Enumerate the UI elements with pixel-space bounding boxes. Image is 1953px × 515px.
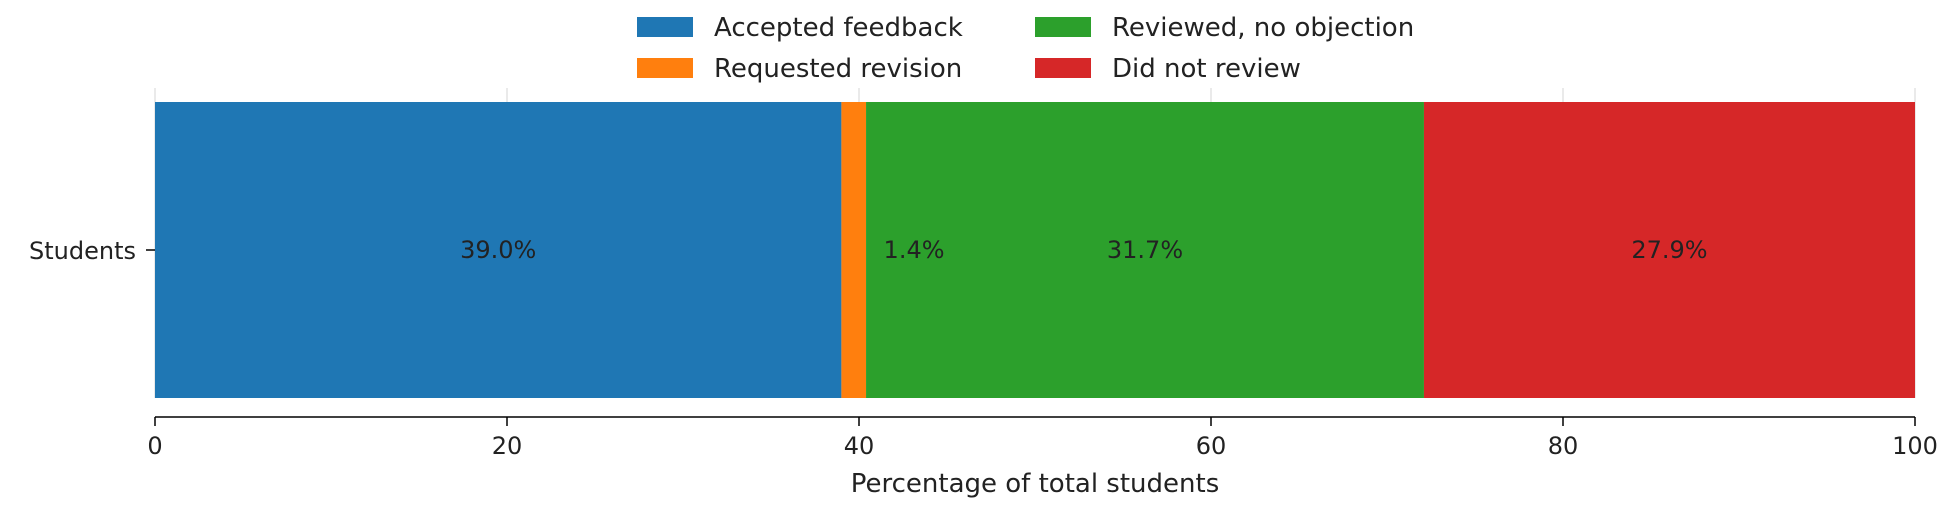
x-tick-label-100: 100 bbox=[1892, 432, 1938, 460]
x-axis-label: Percentage of total students bbox=[851, 469, 1220, 499]
legend-label-2: Requested revision bbox=[714, 54, 962, 84]
y-tick-label-1: Students bbox=[29, 237, 136, 265]
legend-swatch-2 bbox=[637, 58, 693, 78]
bar-segment-2 bbox=[841, 102, 867, 398]
bar-segment-4 bbox=[1423, 102, 1915, 398]
legend-swatch-3 bbox=[1035, 17, 1091, 37]
legend-swatch-4 bbox=[1035, 58, 1091, 78]
data-labels: 39.0% 1.4% 31.7% 27.9% bbox=[460, 236, 1708, 264]
bar-segment-1 bbox=[155, 102, 842, 398]
x-tick-label-80: 80 bbox=[1548, 432, 1579, 460]
bar-segment-3 bbox=[866, 102, 1424, 398]
legend-swatch-1 bbox=[637, 17, 693, 37]
y-axis-ticks: Students bbox=[29, 237, 155, 265]
data-label-4: 27.9% bbox=[1631, 236, 1707, 264]
legend-label-1: Accepted feedback bbox=[714, 13, 963, 43]
bar-segments bbox=[155, 102, 1915, 398]
legend: Accepted feedback Requested revision Revie… bbox=[637, 13, 1414, 84]
data-label-1: 39.0% bbox=[460, 236, 536, 264]
x-tick-label-20: 20 bbox=[492, 432, 523, 460]
x-axis: 0 20 40 60 80 100 bbox=[147, 416, 1938, 460]
x-tick-label-0: 0 bbox=[147, 432, 162, 460]
legend-label-4: Did not review bbox=[1112, 54, 1301, 84]
x-tick-label-60: 60 bbox=[1196, 432, 1227, 460]
data-label-2: 1.4% bbox=[884, 236, 945, 264]
legend-label-3: Reviewed, no objection bbox=[1112, 13, 1414, 43]
data-label-3: 31.7% bbox=[1107, 236, 1183, 264]
x-tick-label-40: 40 bbox=[844, 432, 875, 460]
